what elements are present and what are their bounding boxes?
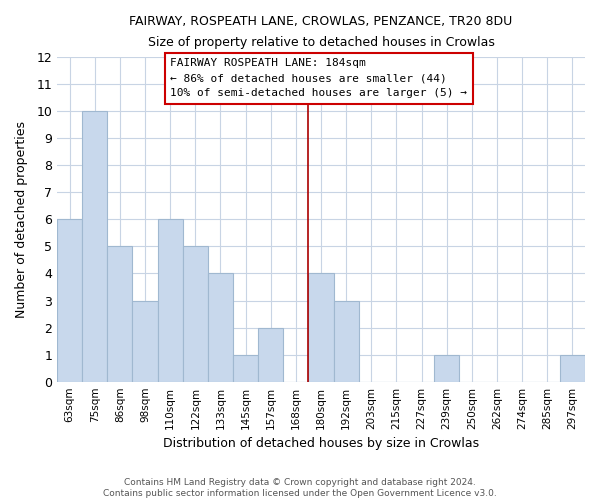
Text: FAIRWAY ROSPEATH LANE: 184sqm
← 86% of detached houses are smaller (44)
10% of s: FAIRWAY ROSPEATH LANE: 184sqm ← 86% of d… bbox=[170, 58, 467, 98]
X-axis label: Distribution of detached houses by size in Crowlas: Distribution of detached houses by size … bbox=[163, 437, 479, 450]
Bar bbox=[308, 274, 334, 382]
Bar bbox=[82, 111, 107, 382]
Bar bbox=[434, 354, 460, 382]
Bar bbox=[258, 328, 283, 382]
Bar bbox=[334, 300, 359, 382]
Bar bbox=[183, 246, 208, 382]
Bar bbox=[158, 220, 183, 382]
Bar bbox=[560, 354, 585, 382]
Title: FAIRWAY, ROSPEATH LANE, CROWLAS, PENZANCE, TR20 8DU
Size of property relative to: FAIRWAY, ROSPEATH LANE, CROWLAS, PENZANC… bbox=[130, 15, 512, 49]
Bar bbox=[208, 274, 233, 382]
Bar bbox=[107, 246, 133, 382]
Y-axis label: Number of detached properties: Number of detached properties bbox=[15, 121, 28, 318]
Text: Contains HM Land Registry data © Crown copyright and database right 2024.
Contai: Contains HM Land Registry data © Crown c… bbox=[103, 478, 497, 498]
Bar bbox=[233, 354, 258, 382]
Bar bbox=[133, 300, 158, 382]
Bar bbox=[57, 220, 82, 382]
